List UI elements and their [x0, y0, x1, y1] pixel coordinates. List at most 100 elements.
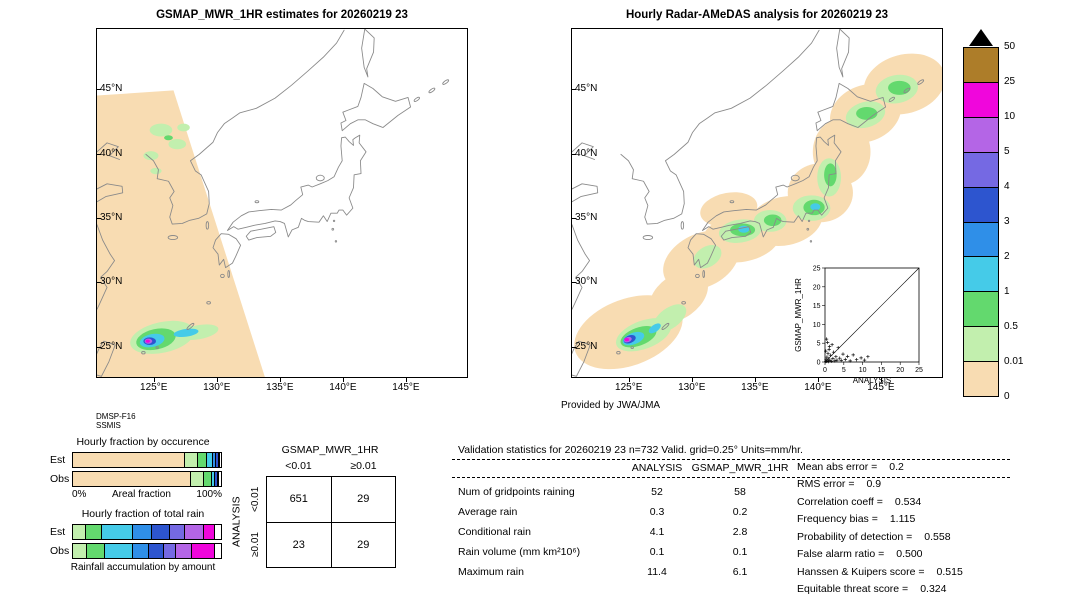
- lon-label: 130°E: [203, 382, 231, 393]
- lat-label: 40°N: [100, 147, 123, 159]
- occurrence-est-bar: [72, 452, 222, 468]
- row-header: ≥0.01: [250, 532, 261, 558]
- fraction-bars-block: Hourly fraction by occurence Est Obs 0% …: [50, 436, 222, 573]
- lon-label: 140°E: [329, 382, 357, 393]
- bar-segment: [151, 525, 170, 539]
- occurrence-title: Hourly fraction by occurence: [76, 436, 210, 448]
- bar-segment: [163, 544, 176, 558]
- col-header: <0.01: [285, 460, 312, 472]
- colorbar: 50 25 10 5 4 3 2 1 0.5 0.01 0: [963, 29, 1053, 409]
- contingency-table: GSMAP_MWR_1HR <0.01 ≥0.01 ANALYSIS <0.01…: [230, 444, 405, 576]
- row-label: Est: [50, 454, 66, 466]
- bar-segment: [203, 525, 214, 539]
- right-map-title: Hourly Radar-AMeDAS analysis for 2026021…: [625, 9, 889, 21]
- map-panel-gsmap: GSMAP_MWR_1HR estimates for 20260219 23 …: [96, 9, 468, 430]
- total-rain-caption: Rainfall accumulation by amount: [70, 562, 216, 573]
- inset-tick-label: 5: [817, 341, 821, 348]
- precip-blob: [693, 245, 722, 269]
- map-panel-radar: Hourly Radar-AMeDAS analysis for 2026021…: [561, 9, 943, 411]
- bar-segment: [217, 472, 221, 486]
- bar-segment: [210, 472, 214, 486]
- occurrence-obs-bar: [72, 471, 222, 487]
- gsmap-value: 58: [734, 486, 746, 498]
- bar-segment: [132, 544, 149, 558]
- axis-tick: [691, 378, 693, 382]
- bar-segment: [73, 544, 87, 558]
- bar-segment: [213, 544, 221, 558]
- colorbar-label: 2: [1004, 251, 1010, 262]
- colorbar-segment: [964, 186, 998, 222]
- precip-blob: [143, 151, 159, 161]
- bar-segment: [73, 453, 184, 467]
- precipitation-layer: [97, 90, 265, 377]
- bar-segment: [169, 525, 184, 539]
- row-label: Obs: [50, 473, 70, 485]
- stat-label: Rain volume (mm km²10⁶): [458, 546, 581, 558]
- lat-label: 25°N: [100, 340, 123, 352]
- left-map: [97, 29, 450, 377]
- inset-tick-label: 10: [813, 322, 821, 329]
- contingency-side-label: ANALYSIS: [230, 496, 243, 548]
- colorbar-overflow-triangle: [969, 29, 993, 46]
- colorbar-label: 0.5: [1004, 321, 1018, 332]
- score-value: 0.515: [936, 566, 963, 578]
- bar-segment: [132, 525, 152, 539]
- analysis-value: 0.3: [649, 506, 665, 518]
- colorbar-segment: [964, 291, 998, 327]
- colorbar-segment: [964, 81, 998, 117]
- inset-tick-label: 25: [915, 367, 923, 374]
- inset-tick-label: 0: [817, 360, 821, 367]
- analysis-value: 11.4: [647, 566, 667, 578]
- total-rain-obs-row: Obs: [50, 543, 222, 559]
- bar-segment: [73, 472, 190, 486]
- score-row: Correlation coeff = 0.534: [797, 496, 1009, 508]
- axis-tick: [216, 378, 218, 382]
- total-rain-title: Hourly fraction of total rain: [81, 508, 205, 520]
- lon-label: 145°E: [392, 382, 420, 393]
- left-map-frame: 45°N 40°N 35°N 30°N 25°N 125°E 130°E 135°E 140°E…: [96, 28, 468, 393]
- stat-label: Average rain: [458, 506, 518, 518]
- axis-tick: [97, 346, 101, 348]
- inset-tick-label: 15: [878, 367, 886, 374]
- analysis-value: 0.1: [649, 546, 665, 558]
- inset-tick-label: 10: [859, 367, 867, 374]
- axis-tick: [279, 378, 281, 382]
- bar-segment: [213, 472, 217, 486]
- inset-tick-label: 0: [823, 367, 827, 374]
- score-value: 0.534: [894, 496, 922, 508]
- precip-blob: [653, 304, 687, 332]
- analysis-value: 4.1: [649, 526, 665, 538]
- colorbar-label: 25: [1004, 76, 1016, 87]
- score-label: Equitable threat score =: [797, 583, 909, 595]
- precip-blob: [177, 123, 190, 132]
- precip-blob: [168, 139, 187, 150]
- stat-label: Maximum rain: [458, 566, 524, 578]
- axis-tick: [572, 282, 576, 284]
- lat-label: 35°N: [100, 212, 123, 224]
- inset-frame: [824, 267, 920, 363]
- axis-tick: [754, 378, 756, 382]
- score-row: Probability of detection = 0.558: [797, 531, 1009, 543]
- axis-title: Areal fraction: [111, 489, 171, 500]
- gsmap-value: 0.1: [732, 546, 748, 558]
- bar-segment: [189, 472, 204, 486]
- lon-label: 140°E: [804, 382, 832, 393]
- axis-tick: [405, 378, 407, 382]
- colorbar-segment: [964, 48, 998, 82]
- dashed-rule: [452, 477, 1010, 478]
- colorbar-label: 3: [1004, 216, 1010, 227]
- score-row: Hanssen & Kuipers score = 0.515: [797, 566, 1009, 578]
- lon-label: 135°E: [266, 382, 294, 393]
- colorbar-segment: [964, 151, 998, 187]
- bar-segment: [212, 453, 216, 467]
- bar-segment: [148, 544, 164, 558]
- bar-segment: [206, 453, 213, 467]
- precip-blob: [888, 80, 911, 95]
- axis-tick: [572, 346, 576, 348]
- axis-tick: [880, 378, 882, 382]
- bar-segment: [84, 525, 102, 539]
- precip-blob: [624, 337, 630, 342]
- inset-tick-label: 25: [813, 266, 821, 273]
- score-label: Frequency bias =: [797, 513, 878, 525]
- sensor-name: SSMIS: [96, 421, 121, 430]
